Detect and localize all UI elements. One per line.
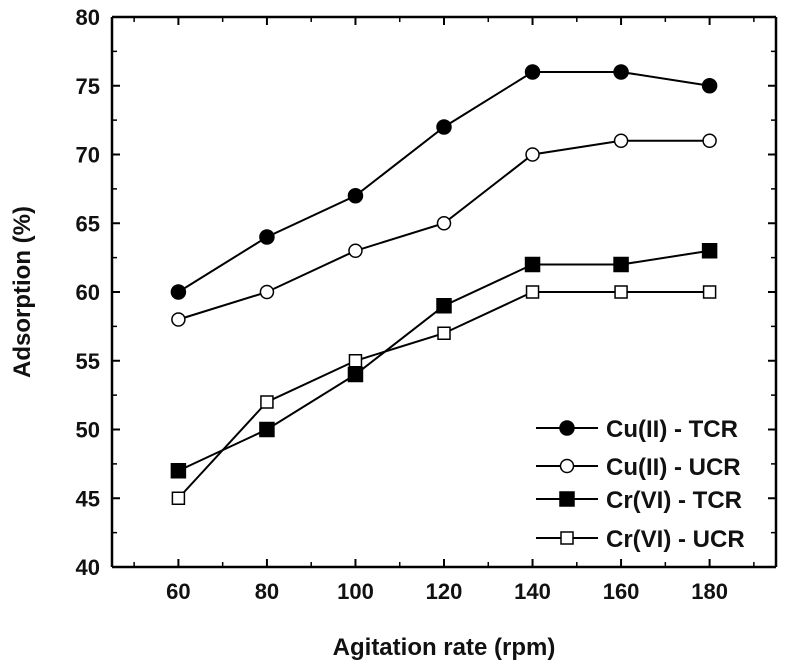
- data-point: [171, 312, 186, 327]
- data-point: [702, 133, 717, 148]
- y-tick-label: 45: [76, 486, 100, 511]
- data-point: [525, 285, 540, 299]
- y-tick-label: 65: [76, 211, 100, 236]
- data-point: [437, 326, 451, 340]
- data-point: [347, 366, 364, 383]
- data-point: [436, 119, 452, 135]
- data-point: [525, 147, 540, 162]
- data-point: [348, 354, 363, 368]
- data-point: [524, 64, 541, 80]
- data-point: [170, 284, 187, 300]
- legend-item: Cu(II) - TCR: [536, 416, 738, 443]
- legend-label: Cu(II) - TCR: [606, 416, 738, 443]
- data-point: [259, 229, 275, 245]
- data-point: [259, 421, 275, 438]
- x-tick-label: 180: [691, 579, 728, 604]
- x-tick-label: 120: [426, 579, 463, 604]
- legend-item: Cr(VI) - TCR: [536, 487, 742, 514]
- y-tick-label: 40: [76, 555, 100, 580]
- data-point: [170, 463, 187, 479]
- data-point: [702, 285, 717, 299]
- y-tick-label: 70: [76, 143, 100, 168]
- legend-marker: [560, 531, 574, 545]
- legend-label: Cu(II) - UCR: [606, 454, 741, 481]
- series-2: [170, 243, 718, 479]
- data-point: [701, 243, 718, 259]
- y-tick-label: 80: [76, 5, 100, 30]
- data-point: [436, 298, 452, 314]
- y-tick-label: 75: [76, 74, 100, 99]
- series-line: [177, 71, 710, 293]
- x-axis-title: Agitation rate (rpm): [333, 634, 556, 661]
- data-point: [701, 78, 718, 94]
- data-point: [260, 395, 274, 409]
- data-point: [613, 64, 629, 80]
- plot-area: 40 45 50 55 60 65 70 75 80 60 80 100 120 140 160 180: [76, 5, 778, 604]
- data-point: [348, 243, 363, 258]
- y-tick-label: 50: [76, 418, 100, 443]
- legend: Cu(II) - TCR Cu(II) - UCR Cr(VI) - TCR Cr(V…: [536, 416, 745, 553]
- data-point: [614, 285, 628, 299]
- legend-marker: [559, 420, 575, 436]
- data-point: [524, 256, 541, 273]
- series-0: [170, 64, 718, 300]
- x-tick-label: 140: [514, 579, 551, 604]
- legend-label: Cr(VI) - TCR: [606, 487, 742, 514]
- x-tick-label: 100: [337, 579, 374, 604]
- legend-label: Cr(VI) - UCR: [606, 526, 745, 553]
- data-point: [259, 284, 275, 300]
- legend-item: Cr(VI) - UCR: [536, 526, 745, 553]
- series-1: [171, 133, 717, 327]
- data-point: [171, 491, 186, 505]
- legend-item: Cu(II) - UCR: [536, 454, 741, 481]
- legend-marker: [559, 491, 575, 507]
- data-point: [613, 256, 629, 273]
- x-tick-label: 80: [255, 579, 279, 604]
- data-point: [347, 188, 364, 204]
- y-tick-label: 55: [76, 349, 100, 374]
- y-axis-title: Adsorption (%): [9, 206, 36, 378]
- data-point: [613, 133, 629, 148]
- x-tick-label: 60: [166, 579, 190, 604]
- series-3: [171, 285, 717, 505]
- legend-marker: [559, 458, 575, 474]
- data-point: [436, 216, 452, 231]
- x-tick-label: 160: [603, 579, 640, 604]
- y-tick-label: 60: [76, 280, 100, 305]
